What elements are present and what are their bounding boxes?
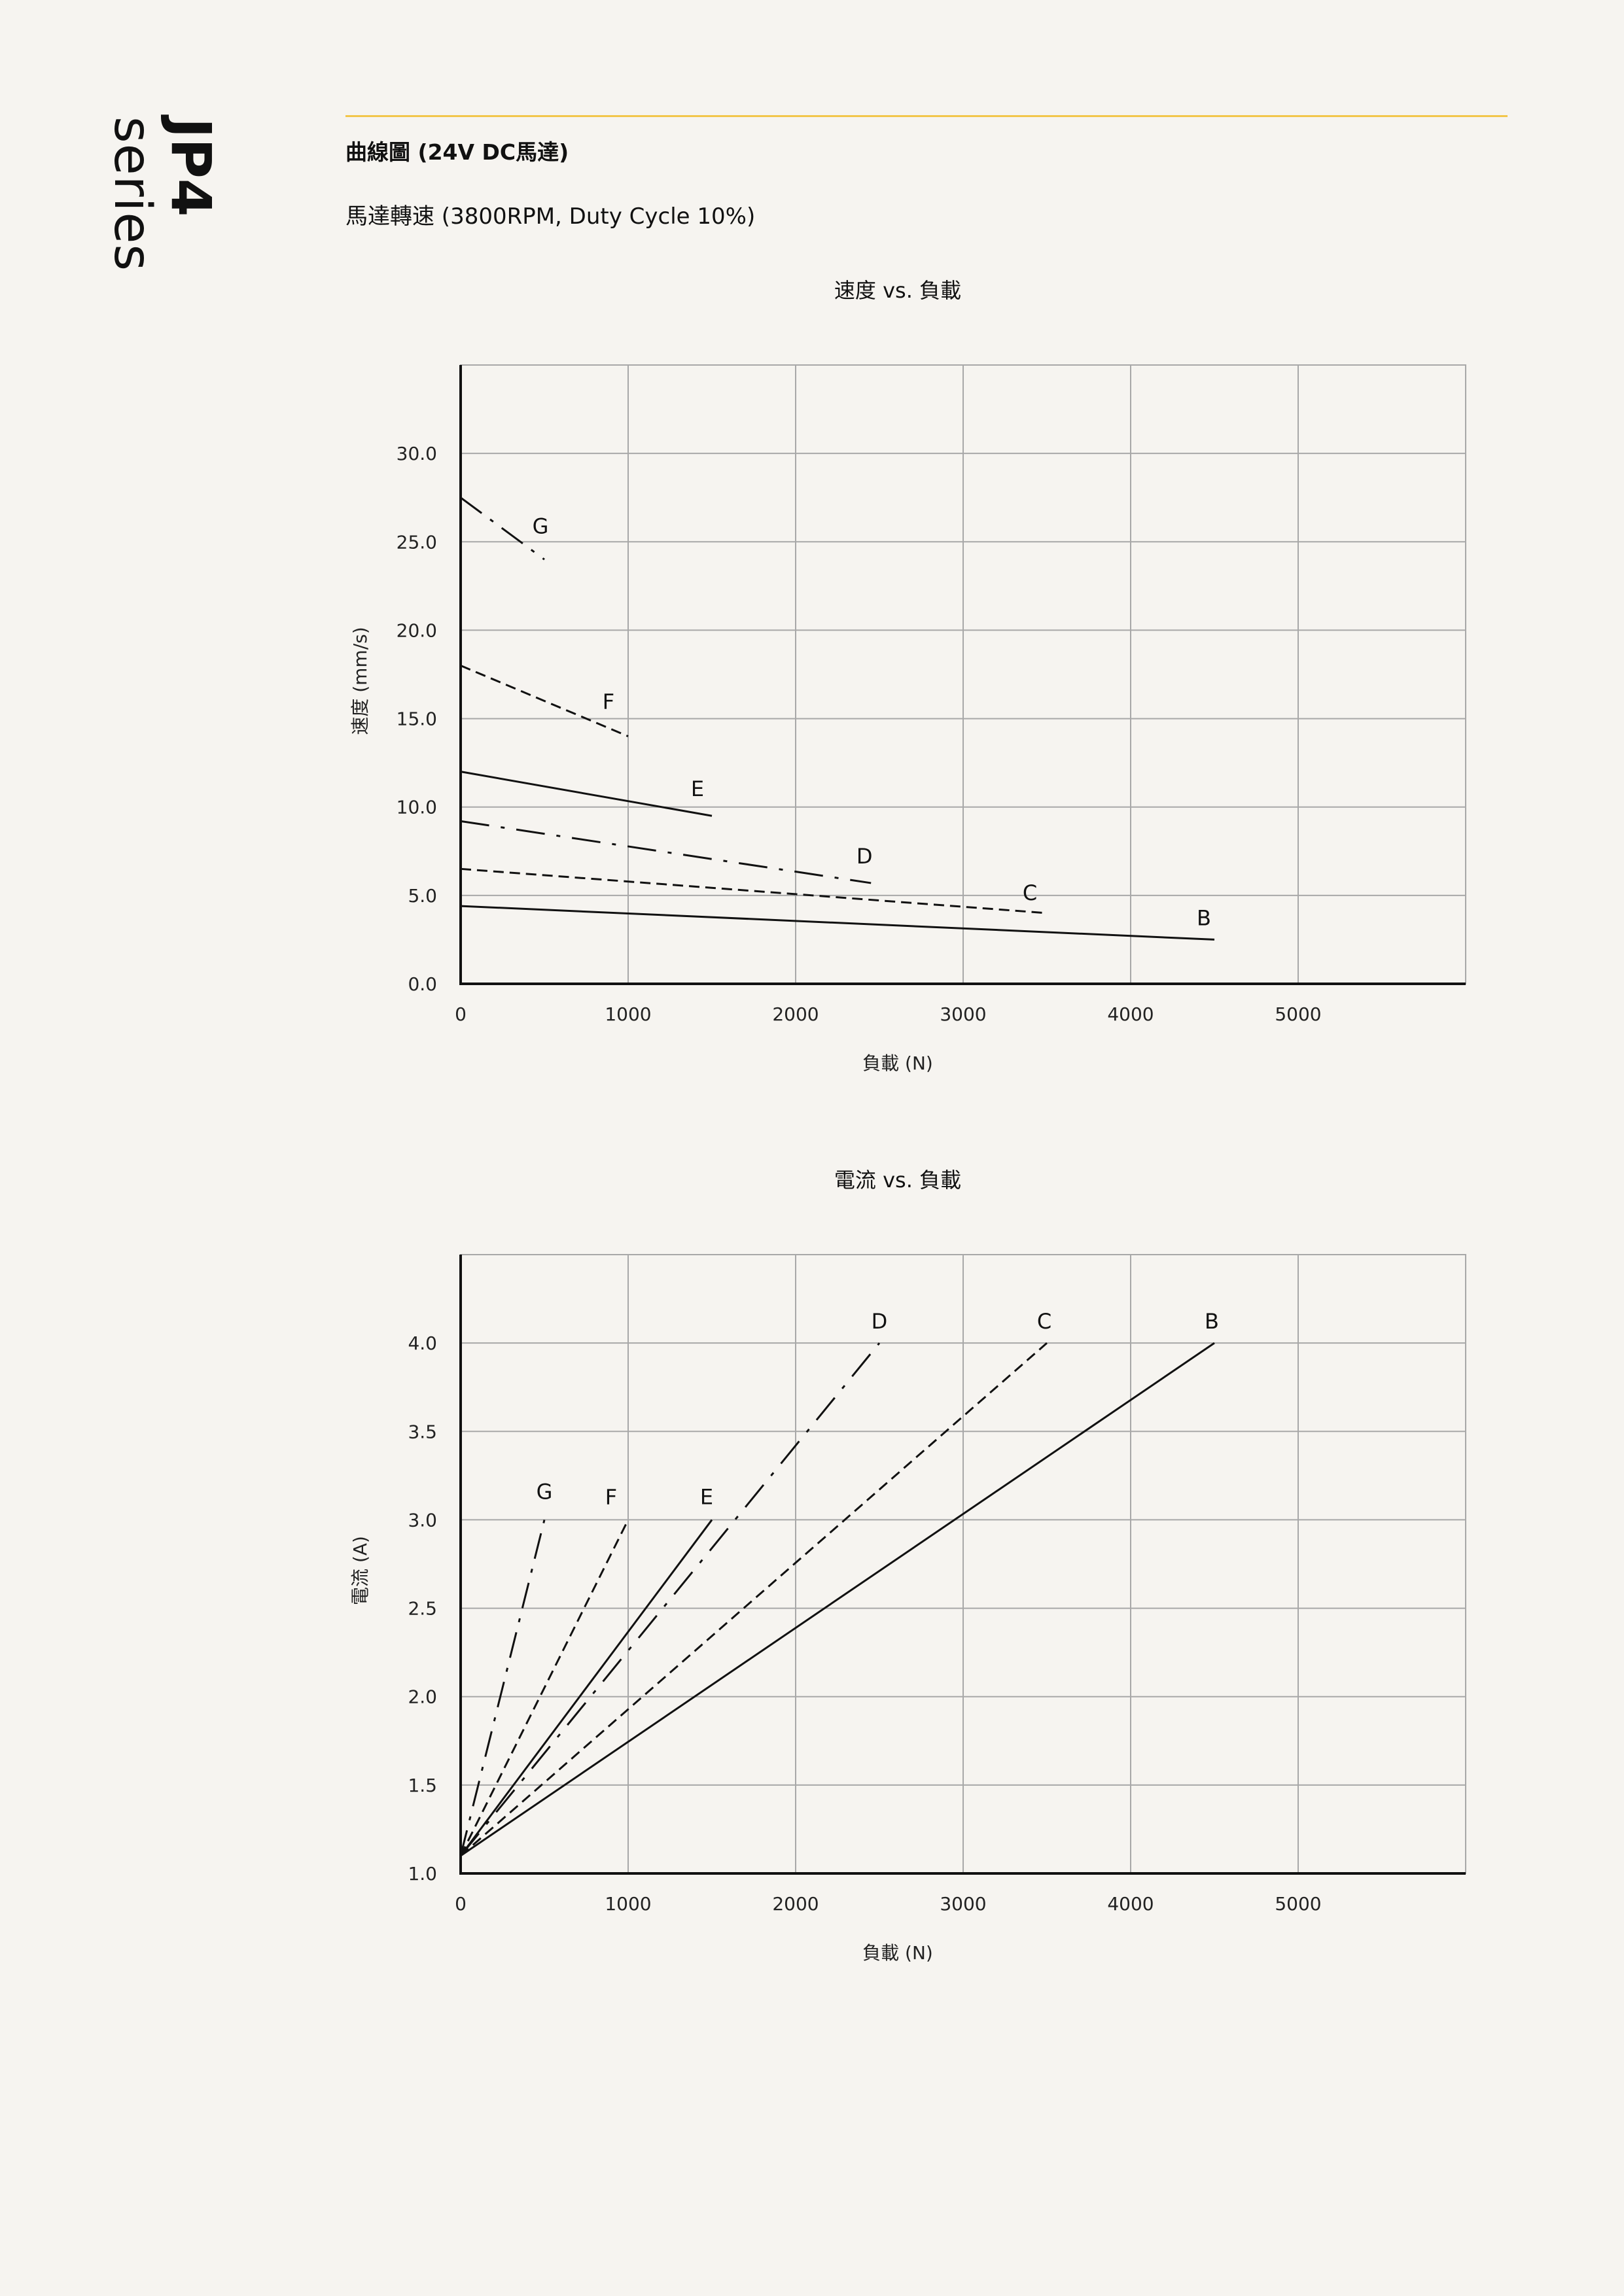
- y-tick-label: 3.5: [408, 1421, 437, 1442]
- page-heading: 曲線圖 (24V DC馬達): [345, 139, 569, 165]
- x-axis-label: 負載 (N): [862, 1052, 933, 1074]
- x-tick-label: 5000: [1275, 1893, 1321, 1915]
- series-line-b: [460, 1342, 1215, 1857]
- x-tick-label: 1000: [605, 1003, 651, 1025]
- x-tick-label: 3000: [940, 1003, 986, 1025]
- series-label-g: G: [537, 1479, 553, 1504]
- series-line-d: [460, 820, 872, 884]
- x-tick-label: 5000: [1275, 1003, 1321, 1025]
- grid: [461, 1255, 1466, 1874]
- y-axis-label: 電流 (A): [349, 1536, 371, 1605]
- series-line-e: [460, 771, 713, 817]
- y-tick-label: 30.0: [397, 443, 437, 464]
- chart-title: 速度 vs. 負載: [834, 278, 961, 303]
- page-subheading: 馬達轉速 (3800RPM, Duty Cycle 10%): [345, 203, 756, 230]
- x-tick-label: 0: [455, 1893, 467, 1915]
- series-label-b: B: [1197, 905, 1211, 930]
- y-tick-label: 3.0: [408, 1509, 437, 1531]
- series-line-d: [459, 1342, 881, 1856]
- y-axis-label: 速度 (mm/s): [349, 627, 371, 735]
- series-line-f: [460, 665, 629, 737]
- series-line-c: [460, 867, 1048, 914]
- grid: [461, 365, 1466, 984]
- series-label-g: G: [533, 513, 549, 538]
- x-tick-label: 2000: [772, 1003, 819, 1025]
- y-tick-label: 25.0: [397, 531, 437, 553]
- series-line-g: [459, 1520, 546, 1856]
- x-tick-label: 0: [455, 1003, 467, 1025]
- x-tick-label: 2000: [772, 1893, 819, 1915]
- y-tick-label: 5.0: [408, 885, 437, 907]
- top-rule: [345, 115, 1508, 117]
- y-tick-label: 2.0: [408, 1686, 437, 1708]
- y-tick-label: 1.5: [408, 1775, 437, 1796]
- brand-model: JP4: [159, 118, 223, 217]
- series-line-e: [459, 1519, 713, 1856]
- y-tick-label: 2.5: [408, 1598, 437, 1620]
- series-line-f: [459, 1519, 629, 1856]
- series-label-c: C: [1023, 880, 1037, 905]
- series-label-c: C: [1037, 1309, 1051, 1334]
- speed-vs-load-chart: 速度 vs. 負載 0 1000 2000 3000 4000 5000 0.0 5.0 10.0…: [349, 278, 1466, 1074]
- y-tick-label: 0.0: [408, 973, 437, 995]
- series-line-g: [460, 496, 545, 561]
- y-tick-label: 20.0: [397, 619, 437, 641]
- series-label-f: F: [605, 1484, 617, 1509]
- y-tick-label: 4.0: [408, 1332, 437, 1354]
- current-vs-load-chart: 電流 vs. 負載 0 1000 2000 3000 4000 5000 1.0 1.5 2.0 2…: [349, 1168, 1466, 1964]
- series-label-e: E: [691, 776, 704, 801]
- y-tick-label: 15.0: [397, 708, 437, 730]
- series-label-d: D: [856, 844, 873, 869]
- series-label-d: D: [872, 1309, 888, 1334]
- chart-title: 電流 vs. 負載: [834, 1168, 961, 1192]
- series-line-b: [460, 905, 1215, 941]
- y-tick-label: 1.0: [408, 1863, 437, 1885]
- series-line-c: [460, 1342, 1048, 1857]
- series-label-b: B: [1205, 1309, 1219, 1334]
- x-tick-label: 4000: [1107, 1003, 1154, 1025]
- series-label-f: F: [603, 689, 614, 714]
- x-tick-label: 3000: [940, 1893, 986, 1915]
- series-label-e: E: [700, 1484, 713, 1509]
- x-axis-label: 負載 (N): [862, 1942, 933, 1964]
- y-tick-label: 10.0: [397, 797, 437, 818]
- x-tick-label: 1000: [605, 1893, 651, 1915]
- x-tick-label: 4000: [1107, 1893, 1154, 1915]
- brand-series: series: [103, 116, 162, 271]
